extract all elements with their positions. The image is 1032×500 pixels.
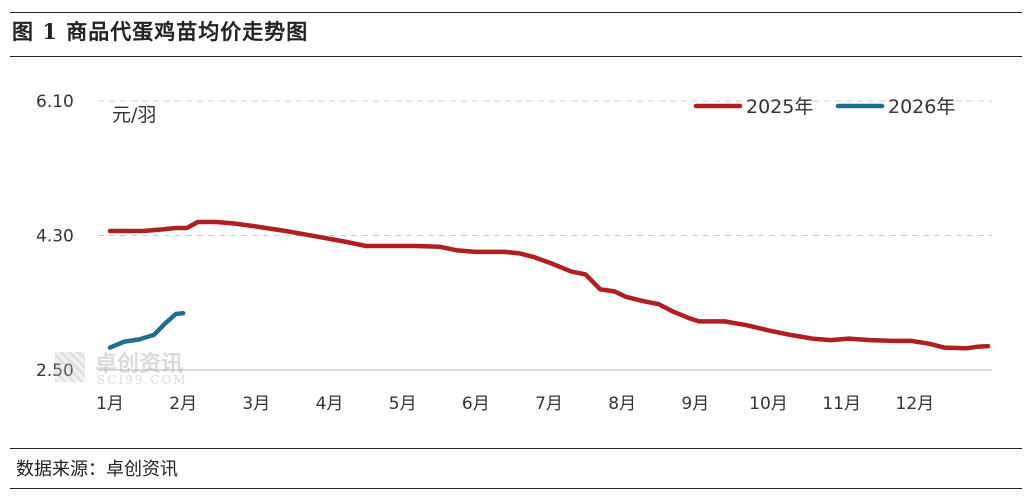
y-axis-label: 元/羽 [112,104,156,126]
title-rule [10,56,1022,57]
x-tick-label: 6月 [462,394,490,414]
x-tick-label: 4月 [316,394,344,414]
watermark-cn: 卓创资讯 [95,352,184,377]
line-chart: 2.50 4.30 6.10 元/羽 1月 2月 3月 4月 5月 6月 7月 8月 9月 10月 11月 1… [36,92,992,414]
watermark-en: SCI99.COM [97,373,188,387]
top-rule [10,12,1022,13]
y-tick-label: 2.50 [36,361,74,381]
x-tick-label: 12月 [896,394,935,414]
series-line-2026 [107,310,186,350]
legend-label-2026: 2026年 [888,96,955,118]
y-tick-label: 6.10 [36,92,74,112]
x-tick-label: 2月 [169,394,197,414]
source-note: 数据来源：卓创资讯 [16,459,178,480]
watermark-logo-icon [55,352,85,382]
x-tick-label: 1月 [96,394,124,414]
legend-label-2025: 2025年 [746,96,813,118]
bottom-rule [10,488,1022,489]
series-line-2025 [107,219,991,351]
x-tick-label: 9月 [681,394,709,414]
x-tick-label: 3月 [242,394,270,414]
x-tick-label: 8月 [608,394,636,414]
x-tick-label: 11月 [822,394,861,414]
figure-title: 图 1 商品代蛋鸡苗均价走势图 [12,19,309,44]
x-tick-label: 10月 [749,394,788,414]
x-tick-label: 5月 [389,394,417,414]
y-tick-label: 4.30 [36,227,74,247]
x-tick-label: 7月 [535,394,563,414]
footer-rule [10,448,1022,449]
